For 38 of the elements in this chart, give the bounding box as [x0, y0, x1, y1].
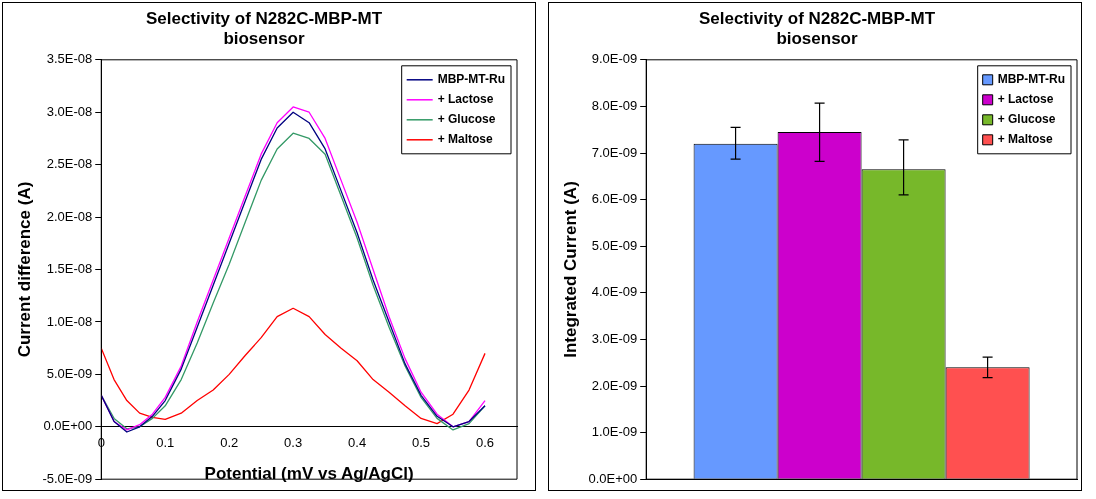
y-tick-label: 4.0E-09: [591, 284, 638, 300]
y-tick-label: 1.5E-08: [46, 261, 93, 277]
y-tick-label: 1.0E-08: [46, 313, 93, 329]
x-tick-label: 0.2: [220, 435, 239, 451]
y-tick-label: 7.0E-09: [591, 144, 638, 160]
legend-label: + Glucose: [437, 112, 496, 127]
y-tick-label: -5.0E-09: [42, 470, 93, 486]
y-tick-label: 5.0E-09: [46, 365, 93, 381]
y-tick-label: 6.0E-09: [591, 191, 638, 207]
y-tick-label: 2.0E-09: [591, 377, 638, 393]
y-tick-label: 0.0E+00: [43, 418, 93, 434]
legend-label: MBP-MT-Ru: [437, 72, 506, 87]
x-tick-label: 0.1: [156, 435, 175, 451]
y-tick-label: 1.0E-09: [591, 424, 638, 440]
y-tick-label: 3.0E-09: [591, 330, 638, 346]
y-tick-label: 3.0E-08: [46, 103, 93, 119]
y-tick-label: 8.0E-09: [591, 97, 638, 113]
y-axis-title: Integrated Current (A): [560, 181, 580, 358]
legend-label: + Lactose: [997, 92, 1054, 107]
x-tick-label: 0.3: [284, 435, 303, 451]
x-axis-title: Potential (mV vs Ag/AgCl): [204, 464, 414, 484]
y-tick-label: 3.5E-08: [46, 51, 93, 67]
legend-label: + Maltose: [997, 132, 1054, 147]
x-tick-label: 0.6: [475, 435, 495, 451]
y-tick-label: 5.0E-09: [591, 237, 638, 253]
legend-label: + Glucose: [997, 112, 1056, 127]
y-axis-title: Current difference (A): [14, 181, 34, 358]
legend-label: + Lactose: [437, 92, 494, 107]
chart-title: Selectivity of N282C-MBP-MT biosensor: [698, 8, 936, 49]
x-tick-label: 0.4: [348, 435, 367, 451]
y-tick-label: 2.5E-08: [46, 156, 93, 172]
y-tick-label: 0.0E+00: [588, 470, 638, 486]
x-tick-label: 0.5: [412, 435, 431, 451]
legend-label: MBP-MT-Ru: [997, 72, 1066, 87]
y-tick-label: 9.0E-09: [591, 51, 638, 67]
chart-title: Selectivity of N282C-MBP-MT biosensor: [145, 8, 383, 49]
y-tick-label: 2.0E-08: [46, 208, 93, 224]
legend-label: + Maltose: [437, 132, 494, 147]
